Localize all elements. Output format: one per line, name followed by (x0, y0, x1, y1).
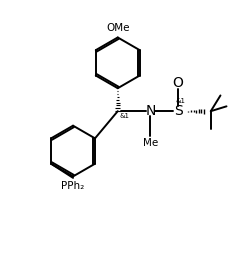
Text: OMe: OMe (106, 23, 130, 33)
Text: &1: &1 (119, 112, 129, 118)
Text: N: N (145, 104, 156, 118)
Text: O: O (173, 76, 184, 90)
Text: S: S (174, 104, 182, 118)
Text: Me: Me (143, 138, 158, 148)
Text: &1: &1 (175, 98, 185, 104)
Text: PPh₂: PPh₂ (62, 181, 85, 191)
